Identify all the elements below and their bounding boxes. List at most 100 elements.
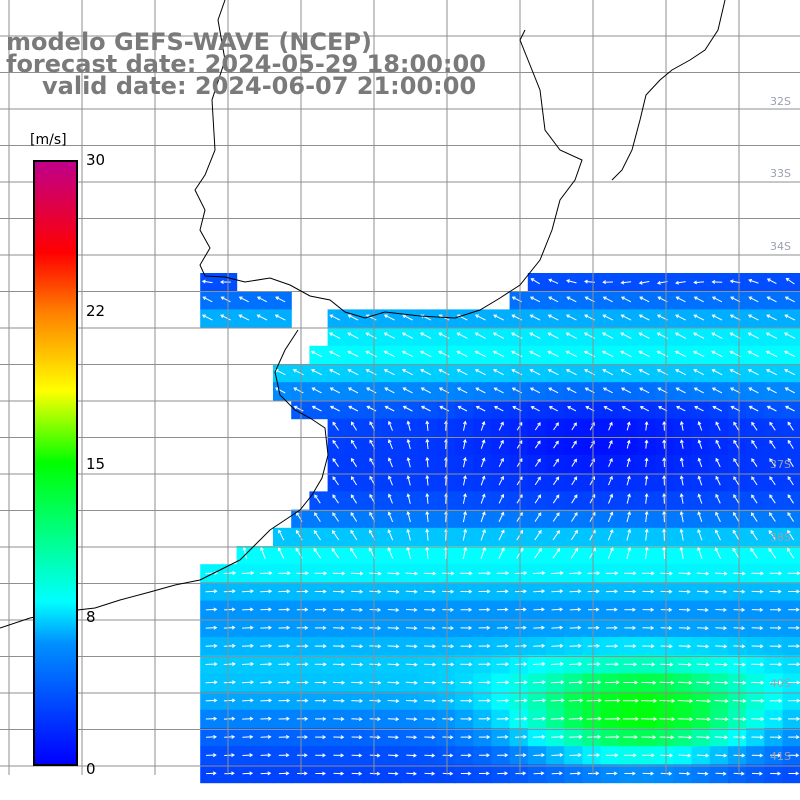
wind-arrow-head — [529, 369, 534, 373]
wind-arrow — [715, 494, 721, 504]
wind-arrow-head — [511, 387, 516, 391]
wind-arrow-head — [595, 771, 600, 776]
wind-arrow-head — [369, 475, 373, 480]
wind-arrow — [531, 278, 540, 285]
wind-arrow — [384, 332, 395, 339]
wind-arrow — [589, 476, 595, 486]
wind-arrow — [313, 530, 322, 541]
wind-arrow — [769, 458, 776, 467]
wind-arrow — [420, 350, 432, 358]
wind-arrow-head — [559, 625, 564, 630]
wind-arrow — [426, 529, 429, 541]
wind-arrow-head — [760, 571, 764, 576]
wind-arrow — [224, 736, 235, 738]
wind-arrow-head — [639, 406, 644, 410]
wind-arrow-head — [249, 625, 254, 630]
wind-arrow — [312, 387, 322, 394]
wind-arrow — [260, 681, 272, 684]
wind-arrow-head — [377, 698, 382, 703]
wind-arrow-head — [609, 511, 614, 516]
wind-arrow-head — [406, 438, 411, 443]
wind-arrow — [369, 572, 381, 575]
wind-arrow — [751, 476, 758, 486]
wind-arrow-head — [529, 350, 534, 355]
wind-arrow-head — [766, 405, 771, 410]
wind-arrow — [553, 422, 559, 431]
wind-arrow — [785, 387, 796, 394]
wind-arrow — [369, 590, 381, 593]
wind-arrow — [767, 387, 777, 394]
wind-arrow-head — [413, 753, 417, 758]
wind-arrow — [698, 440, 703, 449]
wind-arrow — [348, 314, 359, 321]
wind-arrow-head — [332, 512, 336, 517]
wind-arrow — [548, 369, 559, 376]
wind-arrow-head — [486, 716, 491, 721]
wind-arrow — [426, 421, 429, 431]
wind-arrow — [533, 590, 545, 593]
wind-arrow — [312, 406, 322, 412]
wind-arrow-head — [277, 547, 282, 552]
wind-arrow — [498, 494, 504, 504]
wind-arrow-head — [644, 510, 649, 515]
wind-arrow-head — [547, 332, 552, 337]
wind-arrow — [626, 547, 631, 560]
wind-arrow-head — [369, 421, 373, 426]
wind-arrow-head — [340, 753, 345, 758]
wind-arrow — [242, 627, 253, 629]
wind-arrow-head — [573, 458, 577, 463]
wind-arrow-head — [474, 350, 479, 355]
wind-arrow — [458, 406, 468, 412]
wind-arrow-head — [796, 716, 800, 721]
wind-arrow — [224, 772, 234, 775]
wind-arrow — [787, 458, 794, 468]
wind-arrow-head — [523, 643, 528, 648]
wind-arrow-head — [481, 420, 486, 425]
wind-arrow — [608, 476, 613, 486]
wind-arrow-head — [714, 547, 719, 552]
wind-arrow-head — [748, 387, 753, 391]
wind-arrow — [732, 530, 740, 541]
wind-arrow-head — [231, 771, 235, 776]
wind-arrow-head — [711, 279, 716, 284]
wind-arrow-head — [679, 457, 684, 462]
wind-arrow-head — [212, 771, 217, 776]
wind-arrow — [607, 529, 613, 541]
wind-arrow-head — [668, 607, 673, 612]
wind-arrow — [787, 422, 794, 431]
wind-arrow — [405, 645, 417, 647]
wind-arrow — [260, 627, 272, 629]
wind-arrow — [750, 530, 758, 541]
wind-arrow-head — [377, 626, 382, 631]
wind-arrow — [369, 754, 380, 757]
wind-arrow — [387, 718, 399, 720]
wind-arrow-head — [778, 644, 782, 649]
wind-arrow — [551, 772, 562, 775]
wind-arrow-head — [347, 387, 352, 391]
wind-arrow-head — [796, 644, 800, 649]
wind-arrow-head — [651, 753, 655, 758]
wind-arrow — [608, 422, 613, 431]
wind-arrow-head — [650, 607, 655, 612]
wind-arrow — [785, 406, 795, 412]
wind-arrow-head — [609, 421, 613, 426]
wind-arrow — [784, 314, 796, 321]
wind-arrow — [697, 529, 703, 541]
wind-arrow-head — [766, 278, 771, 282]
wind-arrow-head — [675, 296, 680, 301]
wind-arrow-head — [431, 607, 436, 612]
wind-arrow-head — [340, 771, 345, 776]
wind-arrow — [569, 627, 581, 629]
wind-arrow — [569, 663, 582, 665]
wind-arrow-head — [522, 771, 527, 776]
wind-arrow — [533, 608, 545, 611]
wind-arrow-head — [519, 529, 523, 534]
wind-arrow-head — [329, 387, 334, 391]
wind-arrow — [223, 627, 235, 629]
wind-arrow-head — [481, 475, 486, 480]
wind-arrow-head — [456, 369, 461, 373]
wind-arrow — [567, 406, 577, 412]
wind-arrow — [711, 350, 723, 358]
wind-arrow — [693, 332, 705, 339]
wind-arrow — [589, 512, 596, 522]
